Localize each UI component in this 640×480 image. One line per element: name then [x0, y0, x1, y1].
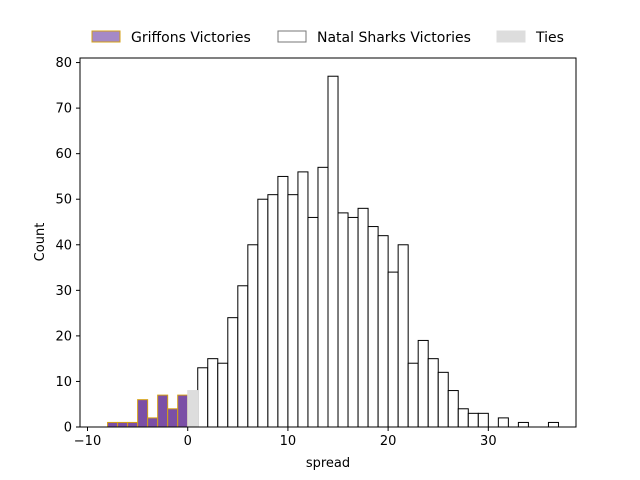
y-tick-label: 20 — [55, 329, 72, 344]
bar-natal-sharks-victories — [257, 198, 269, 428]
y-axis-label: Count — [33, 223, 48, 262]
bar-natal-sharks-victories — [547, 421, 559, 428]
bar-natal-sharks-victories — [227, 317, 239, 428]
bar-natal-sharks-victories — [367, 226, 379, 428]
y-tick-label: 70 — [55, 102, 72, 117]
bar-natal-sharks-victories — [347, 216, 359, 428]
x-tick-label: 20 — [380, 434, 397, 449]
legend-swatch-griffons — [91, 30, 121, 43]
y-tick-label: 10 — [55, 375, 72, 390]
bars-layer — [107, 75, 559, 428]
bar-natal-sharks-victories — [327, 75, 339, 428]
legend-label-ties: Ties — [535, 30, 564, 46]
legend-label-griffons: Griffons Victories — [131, 30, 251, 46]
bar-natal-sharks-victories — [477, 412, 489, 428]
bar-natal-sharks-victories — [267, 194, 279, 428]
bar-natal-sharks-victories — [397, 244, 409, 428]
bar-natal-sharks-victories — [297, 171, 309, 428]
y-tick-label: 50 — [55, 193, 72, 208]
legend-label-natal-sharks: Natal Sharks Victories — [317, 30, 471, 46]
bar-natal-sharks-victories — [467, 412, 479, 428]
x-axis-label: spread — [306, 456, 350, 471]
legend-swatch-ties — [496, 30, 526, 43]
bar-natal-sharks-victories — [497, 417, 509, 428]
bar-natal-sharks-victories — [277, 175, 289, 428]
bar-natal-sharks-victories — [377, 235, 389, 428]
bar-griffons-victories — [177, 394, 189, 428]
y-tick-label: 60 — [55, 147, 72, 162]
plot-area-frame — [79, 57, 577, 428]
bar-natal-sharks-victories — [387, 271, 399, 428]
bar-natal-sharks-victories — [447, 390, 459, 428]
bar-griffons-victories — [167, 408, 179, 428]
bar-natal-sharks-victories — [307, 216, 319, 428]
y-tick-label: 40 — [55, 238, 72, 253]
bar-natal-sharks-victories — [407, 362, 419, 428]
y-tick-label: 30 — [55, 284, 72, 299]
bar-natal-sharks-victories — [357, 207, 369, 428]
x-tick-label: −10 — [74, 434, 101, 449]
bar-natal-sharks-victories — [287, 194, 299, 428]
bar-griffons-victories — [107, 421, 119, 428]
x-axis: −10 0 10 20 30 — [74, 427, 497, 449]
legend-swatch-natal-sharks — [277, 30, 307, 43]
bar-griffons-victories — [137, 399, 149, 428]
bar-natal-sharks-victories — [317, 166, 329, 428]
bar-natal-sharks-victories — [217, 362, 229, 428]
bar-natal-sharks-victories — [517, 421, 529, 428]
legend: Griffons Victories Natal Sharks Victorie… — [91, 30, 564, 46]
bar-griffons-victories — [127, 421, 139, 428]
x-tick-label: 10 — [280, 434, 297, 449]
bar-natal-sharks-victories — [197, 367, 209, 428]
bar-natal-sharks-victories — [237, 285, 249, 428]
bar-natal-sharks-victories — [427, 358, 439, 428]
bar-natal-sharks-victories — [457, 408, 469, 428]
bar-natal-sharks-victories — [207, 358, 219, 428]
x-tick-label: 0 — [184, 434, 192, 449]
bar-griffons-victories — [157, 394, 169, 428]
y-axis: 0 10 20 30 40 50 60 70 80 — [55, 56, 80, 436]
bar-natal-sharks-victories — [337, 212, 349, 428]
bar-natal-sharks-victories — [247, 244, 259, 428]
x-tick-label: 30 — [480, 434, 497, 449]
y-tick-label: 0 — [64, 421, 72, 436]
bar-ties — [187, 390, 199, 428]
bar-natal-sharks-victories — [417, 339, 429, 428]
y-tick-label: 80 — [55, 56, 72, 71]
bar-griffons-victories — [147, 417, 159, 428]
bar-griffons-victories — [117, 421, 129, 428]
bar-natal-sharks-victories — [437, 371, 449, 428]
